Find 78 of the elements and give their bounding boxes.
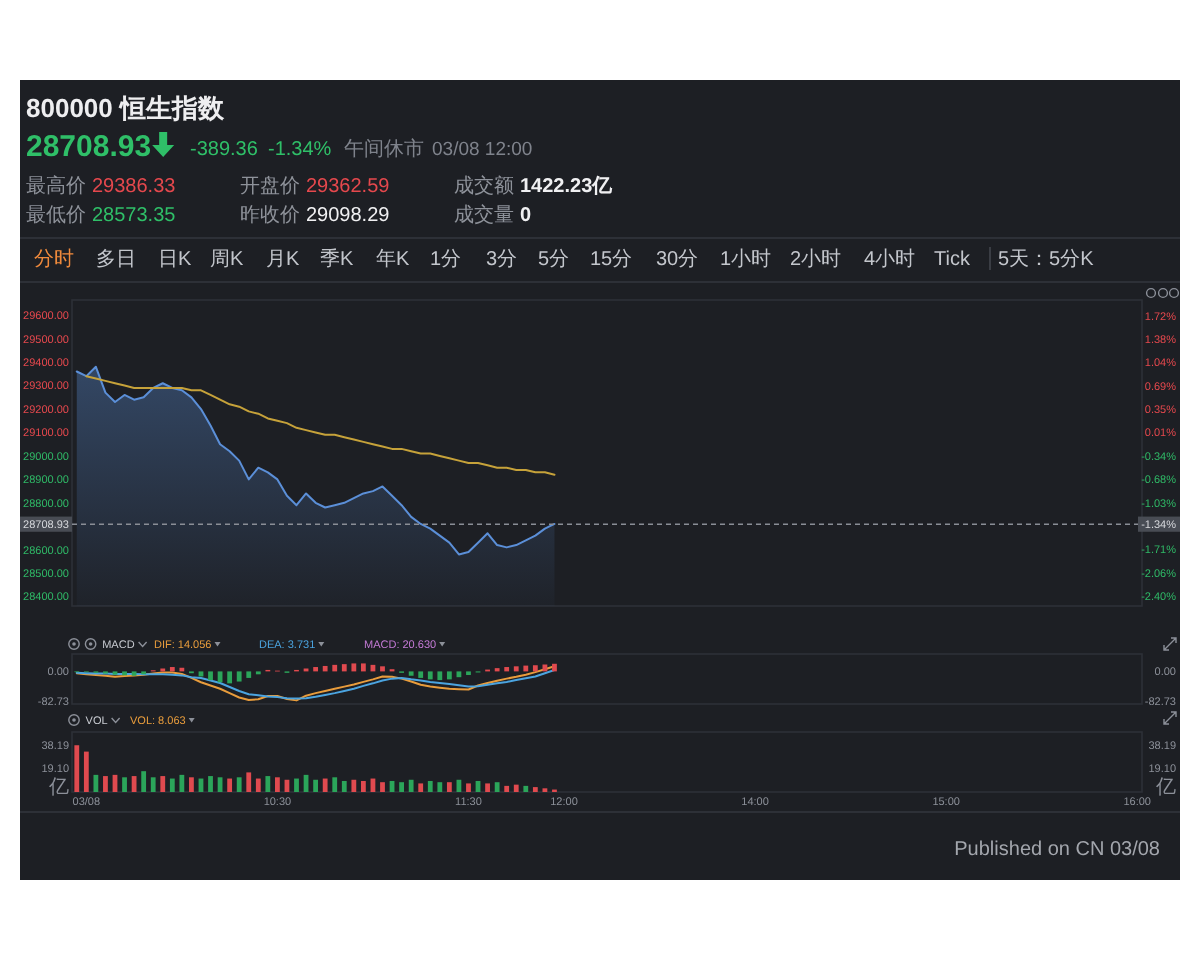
text: 28708.93 — [26, 130, 152, 164]
text: 年K — [376, 247, 410, 271]
bar — [341, 780, 347, 792]
text: 800000 恒生指数 — [26, 93, 226, 123]
text: 5天：5分K — [998, 247, 1095, 271]
bar — [103, 776, 108, 792]
text: 3分 — [486, 247, 518, 271]
bar — [265, 776, 271, 792]
text: 0 — [520, 205, 532, 227]
bar — [294, 778, 299, 792]
bar — [208, 776, 213, 792]
text: 29386.33 — [92, 176, 177, 198]
bar — [131, 776, 137, 792]
bar — [380, 782, 385, 792]
text: 30分 — [656, 247, 699, 271]
bar — [351, 779, 357, 792]
text: 1小时 — [720, 247, 772, 271]
text: 最高价 — [26, 174, 86, 198]
text: 03/08 12:00 — [432, 139, 533, 161]
text: 成交量 — [454, 203, 514, 227]
bar — [236, 777, 242, 792]
bar — [494, 782, 500, 792]
bar — [150, 777, 156, 792]
bar — [93, 774, 99, 792]
text: 昨收价 — [240, 203, 300, 227]
text: 成交额 — [454, 174, 514, 198]
bar — [360, 780, 366, 792]
bar — [179, 774, 185, 792]
text: 多日 — [96, 247, 136, 271]
bar — [504, 785, 510, 792]
bar — [418, 783, 424, 792]
bar — [399, 782, 404, 792]
bar — [275, 777, 280, 792]
bar — [485, 783, 490, 792]
text: 5分 — [538, 247, 570, 271]
bar — [255, 778, 261, 792]
text: 月K — [266, 249, 300, 271]
text: 29362.59 — [306, 176, 391, 198]
bar — [246, 772, 252, 792]
bar — [513, 784, 519, 792]
text: 1422.23亿 — [520, 174, 615, 198]
bar — [141, 771, 147, 792]
text: 季K — [320, 247, 354, 271]
text: Tick — [934, 249, 972, 271]
text: -1.34% — [268, 139, 332, 161]
bar — [83, 751, 89, 792]
text: 28573.35 — [92, 205, 177, 227]
y-axis-title: 亿 — [47, 777, 69, 799]
bar — [227, 778, 233, 792]
text: 2小时 — [790, 247, 842, 271]
bar — [427, 780, 433, 792]
bar — [122, 777, 127, 792]
line-series — [85, 375, 556, 476]
bar — [160, 776, 166, 792]
y2-axis-title: 亿 — [1154, 777, 1176, 799]
bar — [332, 777, 338, 792]
text: 最低价 — [26, 203, 86, 227]
bar — [189, 777, 194, 792]
bar — [169, 778, 175, 792]
text: 1分 — [430, 247, 462, 271]
text: Published on CN 03/08 — [954, 839, 1161, 861]
bar — [408, 779, 414, 792]
bar — [322, 778, 328, 792]
text: 周K — [210, 249, 244, 271]
bar — [523, 785, 529, 792]
bar — [446, 782, 452, 792]
text: 29098.29 — [306, 205, 391, 227]
bar — [466, 783, 471, 792]
bar — [437, 782, 443, 792]
text: 4小时 — [864, 247, 916, 271]
text: 午间休市 — [344, 137, 424, 161]
text: 开盘价 — [240, 174, 300, 198]
text: 日K — [158, 249, 192, 271]
text: 分时 — [34, 247, 74, 271]
text: 15分 — [590, 247, 633, 271]
text: -389.36 — [190, 139, 259, 161]
bar — [74, 745, 80, 792]
bar — [313, 779, 319, 792]
